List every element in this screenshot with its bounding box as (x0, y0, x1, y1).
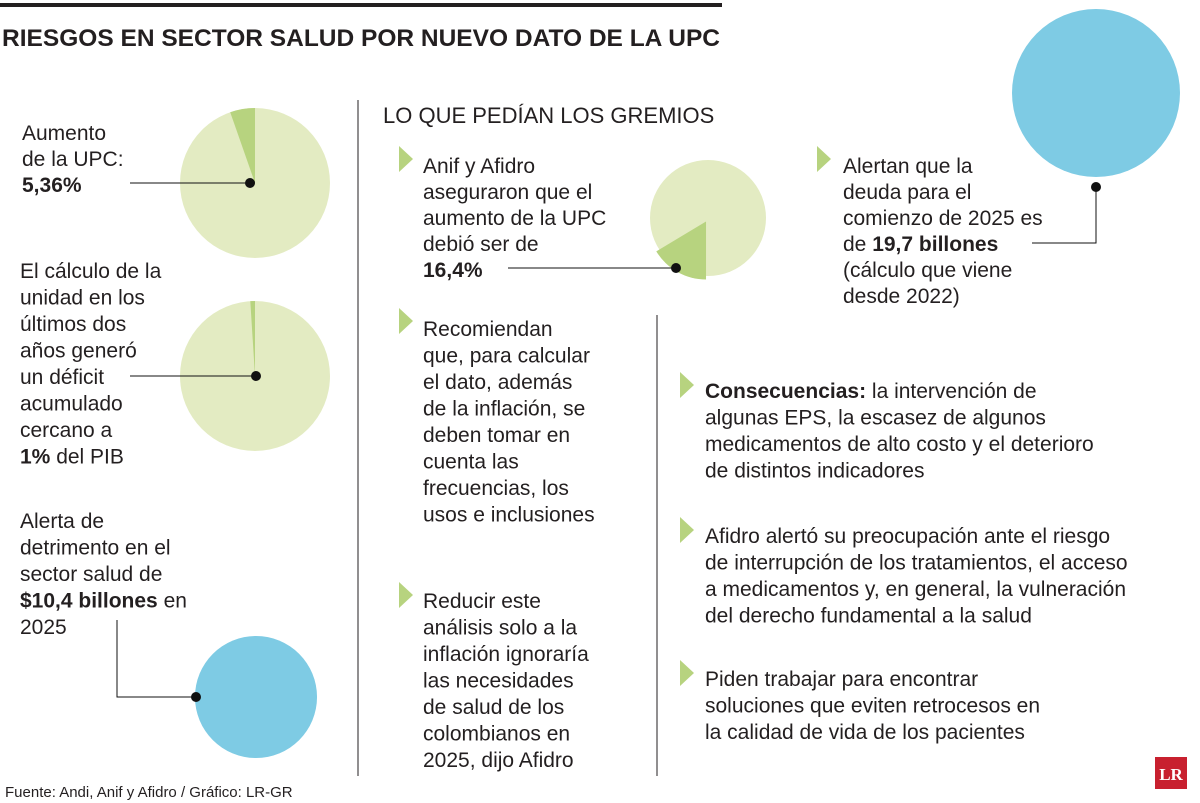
text-line: unidad en los (20, 287, 145, 310)
text-line: acumulado (20, 393, 123, 416)
text-line: Consecuencias: (705, 380, 866, 403)
top-rule (0, 3, 722, 7)
text-line: algunas EPS, la escasez de algunos (705, 407, 1046, 430)
text-line: de distintos indicadores (705, 460, 924, 483)
text-line: que, para calcular (423, 345, 590, 368)
text-line: en (158, 590, 187, 613)
leader-line (116, 620, 196, 698)
text-block: Reducir este análisis solo a la inflación … (423, 590, 589, 772)
text-line: de (843, 233, 872, 256)
text-line: del PIB (50, 446, 124, 469)
text-line: deben tomar en (423, 424, 570, 447)
text-line: sector salud de (20, 563, 162, 586)
text-line: de la inflación, se (423, 398, 585, 421)
pie-slice (656, 221, 707, 280)
text-line: la intervención de (866, 380, 1036, 403)
text-block: Consecuencias: la intervención de algunas… (705, 380, 1094, 483)
text-block: Afidro alertó su preocupación ante el ri… (705, 525, 1128, 628)
text-line: Piden trabajar para encontrar (705, 668, 978, 691)
bullet (817, 146, 831, 172)
pie-slice (230, 108, 255, 183)
bullet (399, 146, 413, 172)
leader-dot (1091, 182, 1101, 192)
text-line: Anif y Afidro (423, 155, 535, 178)
text-line: años generó (20, 340, 137, 363)
text-line: últimos dos (20, 313, 126, 336)
bullet (680, 660, 694, 686)
text-line: colombianos en (423, 723, 570, 746)
text-line: de salud de los (423, 696, 564, 719)
text-line: aumento de la UPC (423, 207, 606, 230)
text-block: Anif y Afidro aseguraron que el aumento de… (423, 155, 606, 282)
text-line: cuenta las (423, 451, 519, 474)
text-line: a medicamentos y, en general, la vulnera… (705, 578, 1126, 601)
title: RIESGOS EN SECTOR SALUD POR NUEVO DATO D… (2, 25, 720, 52)
text-block: Aumento de la UPC: 5,36% (22, 122, 124, 197)
text-line: Afidro alertó su preocupación ante el ri… (705, 525, 1110, 548)
bullet (399, 582, 413, 608)
text-line: usos e inclusiones (423, 504, 595, 527)
text-line: 5,36% (22, 174, 82, 197)
leader-dot (671, 263, 681, 273)
text-block: Piden trabajar para encontrar soluciones … (705, 668, 1040, 744)
text-line: del derecho fundamental a la salud (705, 605, 1032, 628)
text-line: (cálculo que viene (843, 259, 1012, 282)
text-line: detrimento en el (20, 537, 171, 560)
text-line: 16,4% (423, 259, 483, 282)
text-line: de la UPC: (22, 148, 124, 171)
text-line: Aumento (22, 122, 106, 145)
text-line: El cálculo de la (20, 260, 162, 283)
text-line: la calidad de vida de los pacientes (705, 721, 1025, 744)
leader-line (1032, 187, 1097, 244)
section-heading: LO QUE PEDÍAN LOS GREMIOS (383, 103, 714, 128)
bullet (680, 517, 694, 543)
text-line: 2025 (20, 616, 67, 639)
leader-dot (191, 692, 201, 702)
text-line: 2025, dijo Afidro (423, 749, 574, 772)
text-line: desde 2022) (843, 285, 960, 308)
leader-dot (251, 371, 261, 381)
bullet (399, 308, 413, 334)
text-line: 1% (20, 446, 51, 469)
text-line: $10,4 billones (20, 590, 158, 613)
text-line: inflación ignoraría (423, 643, 589, 666)
text-line: análisis solo a la (423, 617, 577, 640)
text-line: medicamentos de alto costo y el deterior… (705, 433, 1094, 456)
text-block: El cálculo de la unidad en los últimos dos… (20, 260, 162, 469)
text-line: deuda para el (843, 181, 971, 204)
bullets (399, 146, 831, 686)
text-line: Reducir este (423, 590, 541, 613)
text-line: cercano a (20, 419, 113, 442)
text-line: Alerta de (20, 510, 104, 533)
bubble (194, 635, 318, 759)
text-line: 19,7 billones (872, 233, 998, 256)
logo: LR (1159, 765, 1183, 784)
text-line: las necesidades (423, 670, 574, 693)
source: Fuente: Andi, Anif y Afidro / Gráfico: L… (5, 784, 293, 801)
text-line: aseguraron que el (423, 181, 592, 204)
logo-box (1155, 757, 1187, 789)
bullet (680, 372, 694, 398)
text-line: soluciones que eviten retrocesos en (705, 695, 1040, 718)
text-line: debió ser de (423, 233, 539, 256)
text-block: Recomiendan que, para calcular el dato, ad… (423, 318, 595, 527)
bubble (1012, 9, 1180, 177)
text-line: el dato, además (423, 371, 572, 394)
text-line: comienzo de 2025 es (843, 207, 1043, 230)
pie-slice (250, 301, 255, 376)
text-line: Alertan que la (843, 155, 973, 178)
text-block: Alertan que la deuda para el comienzo de 2… (843, 155, 1043, 308)
text-block: Alerta de detrimento en el sector salud de… (20, 510, 187, 639)
leader-dot (245, 178, 255, 188)
text-line: Recomiendan (423, 318, 553, 341)
text-line: frecuencias, los (423, 477, 569, 500)
text-line: un déficit (20, 366, 104, 389)
text-line: de interrupción de los tratamientos, el … (705, 552, 1128, 575)
